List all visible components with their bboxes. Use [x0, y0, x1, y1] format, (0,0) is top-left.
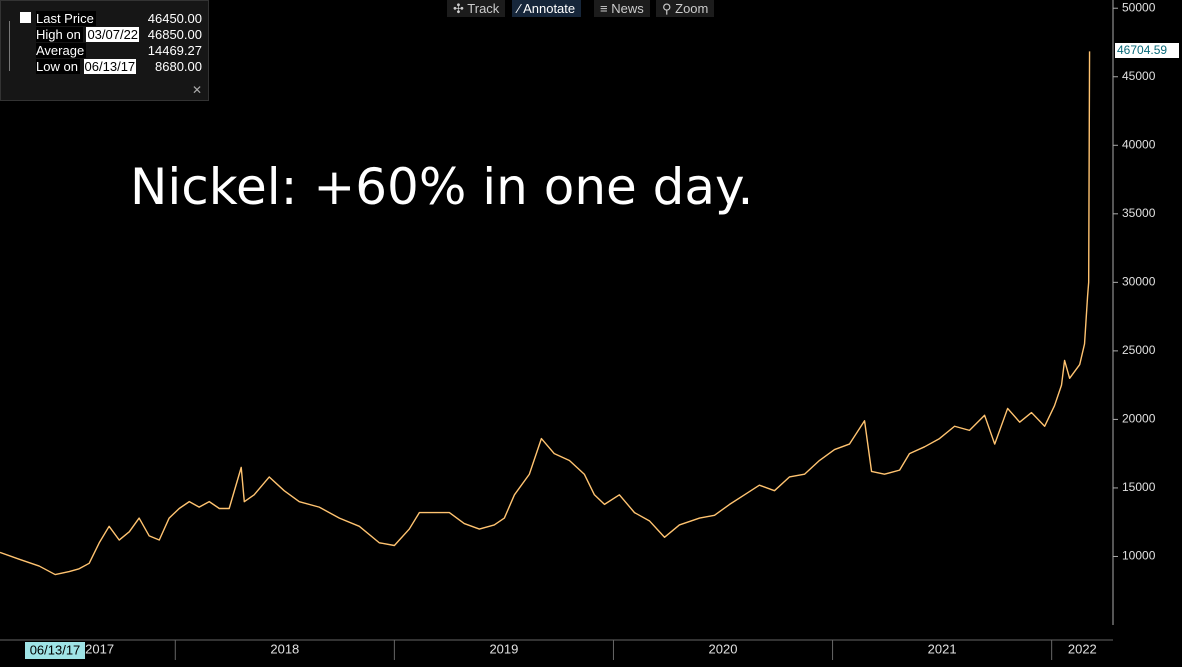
y-tick-label: 30000: [1122, 275, 1156, 289]
toolbar-label[interactable]: News: [611, 1, 644, 16]
stat-row: High on 03/07/22 46850.00: [36, 27, 202, 42]
last-value-box: [1115, 43, 1179, 58]
x-tick-label: 2020: [709, 641, 738, 656]
stat-row: Low on 06/13/17 8680.00: [36, 59, 202, 74]
legend-swatch[interactable]: [20, 12, 31, 23]
toolbar-button[interactable]: ✣ Track: [447, 0, 506, 17]
x-tick-label: 2021: [928, 641, 957, 656]
legend-box: Last Price 46450.00 High on 03/07/22 46850…: [0, 0, 209, 101]
stat-label: Last Price: [36, 11, 96, 26]
close-button[interactable]: ✕: [191, 83, 202, 97]
price-line: [0, 51, 1091, 576]
x-axis-bar: [0, 640, 1182, 667]
stat-value: 46450.00: [147, 11, 202, 26]
cursor-date-box: [25, 642, 85, 659]
y-tick-label: 20000: [1122, 412, 1156, 426]
stat-value: 8680.00: [155, 59, 202, 74]
stat-date: 03/07/22: [86, 27, 140, 42]
toolbar-button[interactable]: ⚲ Zoom: [656, 0, 715, 17]
stat-label: Low on: [36, 59, 80, 74]
stat-label: High on: [36, 27, 83, 42]
x-tick-label: 2022: [1068, 641, 1097, 656]
stat-label: Average: [36, 43, 87, 58]
x-tick-label: 2018: [270, 641, 299, 656]
y-tick-label: 25000: [1122, 343, 1156, 357]
cursor-date: 06/13/17: [30, 642, 81, 657]
y-tick-label: 10000: [1122, 549, 1156, 563]
toolbar-label[interactable]: Annotate: [523, 1, 576, 16]
last-value-label: 46704.59: [1117, 43, 1167, 57]
stat-row: Last Price 46450.00: [36, 11, 202, 26]
legend-tree: [9, 21, 10, 71]
y-tick-label: 15000: [1122, 480, 1156, 494]
x-tick-label: 2017: [85, 641, 114, 656]
y-tick-label: 50000: [1122, 0, 1156, 14]
toolbar-button[interactable]: ≡ News: [594, 0, 650, 17]
toolbar-label[interactable]: Zoom: [675, 1, 709, 16]
y-tick-label: 45000: [1122, 69, 1156, 83]
stat-value: 46850.00: [147, 27, 202, 42]
stat-row: Average 14469.27: [36, 43, 202, 58]
annotation: Nickel: +60% in one day.: [130, 158, 754, 216]
y-tick-label: 35000: [1122, 206, 1156, 220]
y-tick-label: 40000: [1122, 137, 1156, 151]
toolbar-label[interactable]: Track: [467, 1, 500, 16]
toolbar-button[interactable]: ⁄ Annotate: [512, 0, 582, 17]
stat-value: 14469.27: [147, 43, 202, 58]
stat-date: 06/13/17: [83, 59, 137, 74]
x-tick-label: 2019: [489, 641, 518, 656]
